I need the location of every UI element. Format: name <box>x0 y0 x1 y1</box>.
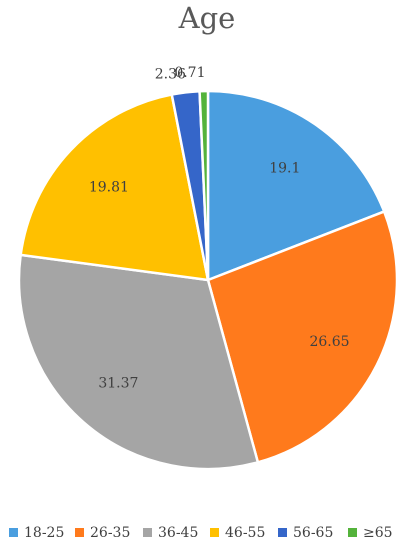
pie-data-labels: 19.1 26.65 31.37 19.81 2.360.71 <box>89 65 350 391</box>
legend-swatch-18-25 <box>9 528 18 537</box>
data-label-18-25: 19.1 <box>269 161 300 177</box>
data-label-46-55: 19.81 <box>89 180 129 196</box>
pie-slice-18-25 <box>206 89 386 282</box>
data-label-56-65: 2.36 <box>155 66 186 82</box>
legend-label--65: ≥65 <box>363 525 393 541</box>
legend-label-56-65: 56-65 <box>293 525 333 541</box>
legend-label-46-55: 46-55 <box>225 525 265 541</box>
pie-slice-36-45 <box>17 253 260 471</box>
legend-swatch-36-45 <box>143 528 152 537</box>
pie-slice-46-55 <box>19 93 210 282</box>
legend-swatch-56-65 <box>278 528 287 537</box>
data-label--65: 0.71 <box>174 65 205 81</box>
data-label-26-35: 26.65 <box>309 334 349 350</box>
legend-label-26-35: 26-35 <box>90 525 130 541</box>
pie-slices <box>17 89 399 471</box>
pie-slice--65 <box>198 89 210 281</box>
legend-swatch--65 <box>348 528 357 537</box>
legend-label-18-25: 18-25 <box>24 525 64 541</box>
legend-label-36-45: 36-45 <box>158 525 198 541</box>
legend-swatch-26-35 <box>75 528 84 537</box>
pie-slice-26-35 <box>206 209 399 464</box>
legend-swatch-46-55 <box>210 528 219 537</box>
legend: 18-25 26-35 36-45 46-55 56-65 ≥65 <box>9 525 393 541</box>
data-label-36-45: 31.37 <box>98 375 138 391</box>
chart-title: Age <box>178 1 236 35</box>
